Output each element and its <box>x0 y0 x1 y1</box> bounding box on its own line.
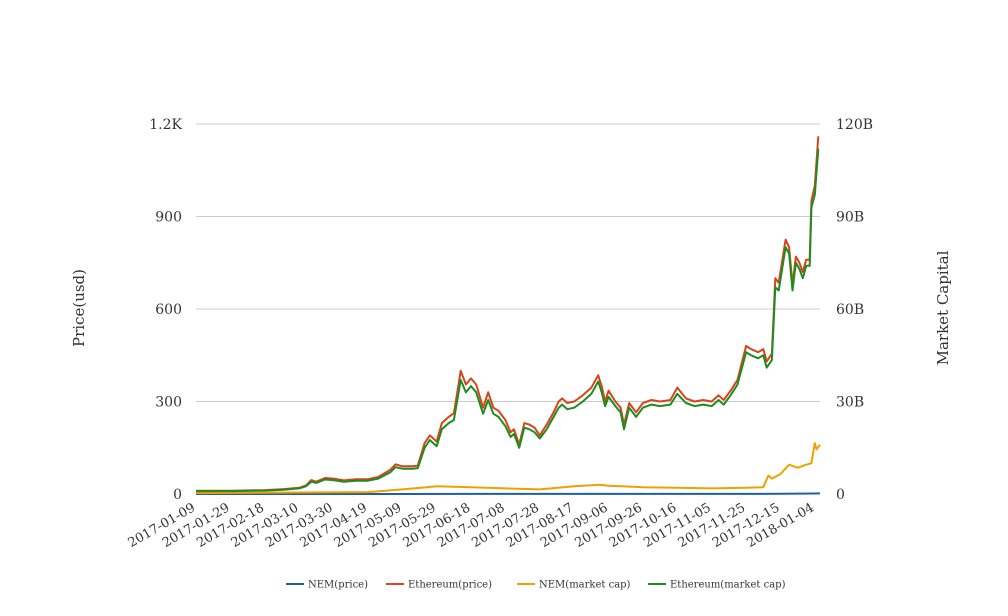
right-tick-label: 30B <box>836 395 864 411</box>
left-tick-label: 300 <box>155 395 182 411</box>
series-line <box>195 148 820 493</box>
right-tick-label: 0 <box>836 487 845 503</box>
left-tick-label: 1.2K <box>149 117 182 133</box>
legend-item: NEM(price) <box>286 580 368 591</box>
legend-item: NEM(market cap) <box>517 580 631 591</box>
left-y-axis-title: Price(usd) <box>70 269 88 347</box>
legend-item: Ethereum(market cap) <box>648 580 786 591</box>
left-y-axis-ticks: 0 300 600 900 1.2K <box>149 117 182 503</box>
right-y-axis-ticks: 0 30B 60B 90B 120B <box>836 117 873 503</box>
legend-label: NEM(price) <box>308 580 368 591</box>
legend: NEM(price) Ethereum(price) NEM(market cap)… <box>286 580 786 591</box>
series-lines <box>195 136 821 495</box>
right-tick-label: 90B <box>836 210 864 226</box>
series-line <box>195 442 821 495</box>
right-y-axis-title: Market Capital <box>934 250 952 365</box>
left-tick-label: 900 <box>155 210 182 226</box>
x-axis-ticks: 2017-01-092017-01-292017-02-182017-03-10… <box>126 500 817 550</box>
series-line <box>196 492 821 495</box>
series-line <box>195 136 820 492</box>
right-tick-label: 60B <box>836 302 864 318</box>
gridlines <box>196 123 820 495</box>
legend-item: Ethereum(price) <box>386 580 492 591</box>
left-tick-label: 0 <box>173 487 182 503</box>
legend-label: Ethereum(market cap) <box>670 580 786 591</box>
left-tick-label: 600 <box>155 302 182 318</box>
legend-label: NEM(market cap) <box>539 580 631 591</box>
legend-label: Ethereum(price) <box>408 580 492 591</box>
right-tick-label: 120B <box>836 117 873 133</box>
